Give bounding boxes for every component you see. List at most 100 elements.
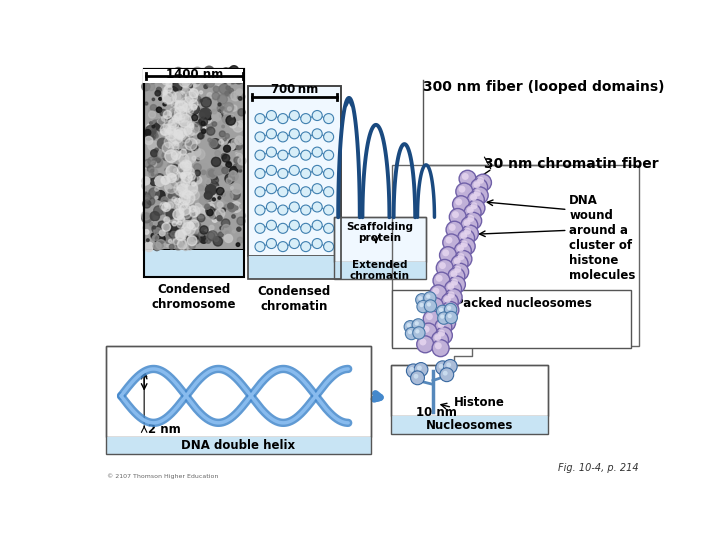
Circle shape: [446, 221, 463, 238]
Circle shape: [449, 276, 465, 293]
Circle shape: [222, 115, 231, 124]
Circle shape: [418, 296, 423, 300]
Circle shape: [477, 177, 484, 184]
Circle shape: [171, 124, 180, 132]
Circle shape: [181, 192, 195, 205]
Circle shape: [184, 167, 194, 178]
Circle shape: [214, 237, 219, 241]
Circle shape: [187, 77, 194, 84]
Circle shape: [278, 187, 288, 197]
Circle shape: [470, 194, 477, 201]
Circle shape: [188, 221, 190, 224]
Circle shape: [464, 204, 481, 221]
Circle shape: [171, 177, 181, 186]
Circle shape: [190, 126, 194, 129]
Circle shape: [189, 220, 199, 229]
Circle shape: [163, 108, 168, 112]
Circle shape: [189, 210, 198, 217]
Circle shape: [197, 139, 200, 143]
Circle shape: [148, 75, 156, 84]
Circle shape: [222, 154, 230, 162]
Circle shape: [312, 165, 322, 176]
Bar: [390, 416, 549, 434]
Circle shape: [192, 194, 197, 200]
Circle shape: [229, 171, 238, 181]
Circle shape: [174, 198, 181, 205]
Circle shape: [163, 237, 174, 247]
Circle shape: [177, 221, 184, 228]
Circle shape: [175, 128, 187, 140]
Circle shape: [230, 171, 236, 176]
Circle shape: [156, 118, 166, 128]
Circle shape: [278, 113, 288, 124]
Circle shape: [405, 327, 418, 340]
Circle shape: [429, 300, 436, 307]
Circle shape: [180, 93, 187, 101]
Circle shape: [194, 149, 205, 159]
Circle shape: [225, 231, 229, 234]
Text: Histone: Histone: [454, 396, 505, 409]
Circle shape: [191, 104, 197, 110]
Circle shape: [441, 317, 449, 324]
Circle shape: [228, 107, 231, 111]
Circle shape: [178, 200, 188, 210]
Circle shape: [235, 143, 242, 150]
Circle shape: [459, 170, 476, 187]
Circle shape: [166, 126, 176, 136]
Text: DNA double helix: DNA double helix: [181, 438, 295, 451]
Circle shape: [185, 235, 187, 238]
Circle shape: [181, 93, 189, 102]
Circle shape: [192, 147, 201, 157]
Circle shape: [175, 101, 183, 109]
Circle shape: [461, 217, 478, 234]
Circle shape: [426, 294, 431, 299]
Circle shape: [181, 135, 190, 143]
Circle shape: [443, 234, 460, 251]
Circle shape: [192, 156, 196, 160]
Circle shape: [154, 216, 158, 220]
Circle shape: [426, 298, 444, 315]
Circle shape: [213, 80, 216, 83]
Circle shape: [150, 178, 158, 186]
Circle shape: [207, 115, 212, 120]
Circle shape: [266, 165, 276, 176]
Circle shape: [266, 184, 276, 194]
Text: Extended
chromatin: Extended chromatin: [350, 260, 410, 281]
Circle shape: [187, 122, 193, 127]
Circle shape: [175, 220, 184, 230]
Circle shape: [440, 368, 454, 382]
Circle shape: [179, 192, 184, 197]
Circle shape: [192, 182, 196, 186]
Circle shape: [289, 147, 300, 157]
Circle shape: [176, 79, 180, 83]
Circle shape: [153, 124, 159, 130]
Circle shape: [158, 141, 165, 147]
Circle shape: [183, 246, 188, 251]
Circle shape: [235, 91, 239, 95]
Circle shape: [144, 230, 149, 234]
Circle shape: [179, 194, 190, 205]
Circle shape: [149, 188, 159, 199]
Circle shape: [204, 204, 210, 210]
Circle shape: [471, 202, 477, 209]
Circle shape: [220, 107, 226, 113]
Circle shape: [174, 113, 181, 120]
Circle shape: [213, 225, 220, 231]
Circle shape: [439, 247, 456, 264]
Circle shape: [178, 100, 183, 105]
Circle shape: [185, 138, 197, 150]
Circle shape: [238, 120, 244, 127]
Circle shape: [417, 336, 433, 353]
Circle shape: [181, 173, 186, 178]
Circle shape: [238, 212, 246, 220]
Circle shape: [162, 77, 170, 85]
Circle shape: [166, 202, 174, 209]
Circle shape: [199, 185, 204, 190]
Circle shape: [237, 237, 243, 243]
Circle shape: [438, 312, 450, 325]
Bar: [144, 69, 244, 249]
Circle shape: [255, 205, 265, 215]
Circle shape: [171, 96, 178, 103]
Circle shape: [459, 186, 465, 193]
Circle shape: [209, 204, 215, 210]
